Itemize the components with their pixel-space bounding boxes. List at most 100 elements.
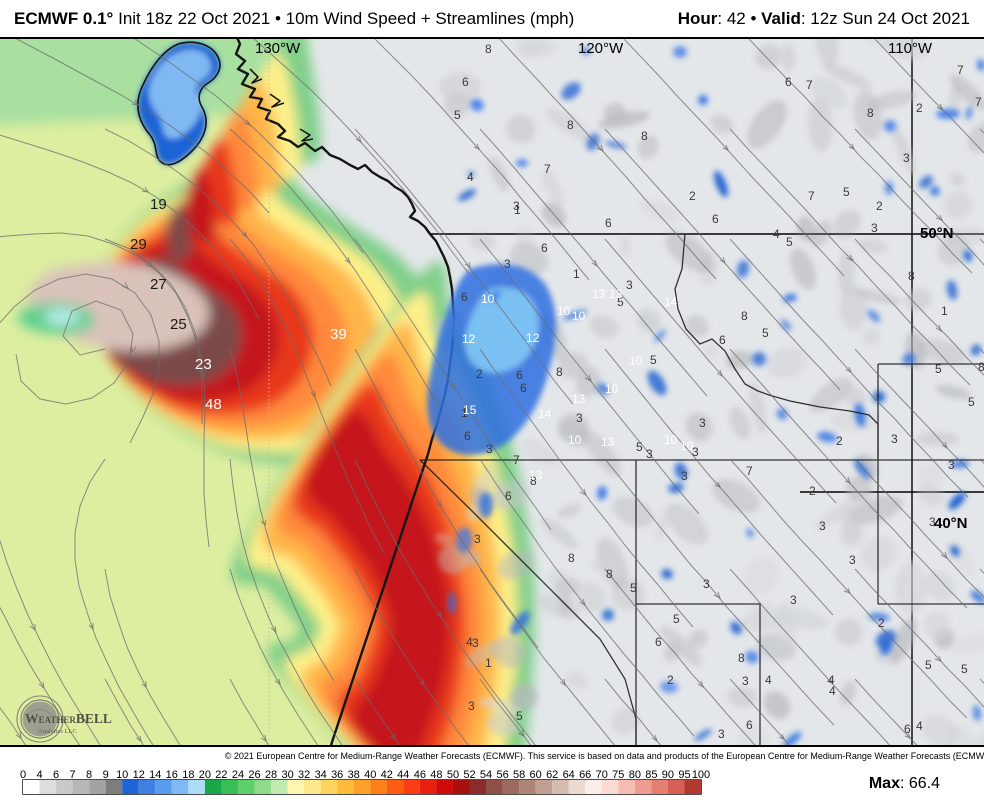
svg-text:5: 5 bbox=[961, 662, 968, 676]
svg-text:Max: 66.4: Max: 66.4 bbox=[869, 775, 940, 792]
svg-text:56: 56 bbox=[496, 769, 508, 781]
svg-text:58: 58 bbox=[513, 769, 525, 781]
svg-text:3: 3 bbox=[742, 674, 749, 688]
svg-text:13: 13 bbox=[529, 468, 543, 482]
svg-text:38: 38 bbox=[348, 769, 360, 781]
svg-text:9: 9 bbox=[103, 769, 109, 781]
svg-text:8: 8 bbox=[908, 269, 915, 283]
svg-text:3: 3 bbox=[849, 553, 856, 567]
svg-text:13: 13 bbox=[601, 435, 615, 449]
svg-text:8: 8 bbox=[485, 42, 492, 56]
svg-text:8: 8 bbox=[556, 365, 563, 379]
svg-text:54: 54 bbox=[480, 769, 492, 781]
svg-text:2: 2 bbox=[476, 367, 483, 381]
svg-text:1: 1 bbox=[485, 656, 492, 670]
svg-text:8: 8 bbox=[741, 309, 748, 323]
svg-text:7: 7 bbox=[70, 769, 76, 781]
svg-text:28: 28 bbox=[265, 769, 277, 781]
svg-text:3: 3 bbox=[948, 458, 955, 472]
svg-text:14: 14 bbox=[664, 295, 678, 309]
svg-text:27: 27 bbox=[150, 276, 167, 293]
svg-text:22: 22 bbox=[215, 769, 227, 781]
svg-text:80: 80 bbox=[629, 769, 641, 781]
svg-text:10: 10 bbox=[481, 292, 495, 306]
svg-text:10: 10 bbox=[605, 382, 619, 396]
svg-text:8: 8 bbox=[738, 651, 745, 665]
svg-text:5: 5 bbox=[630, 581, 637, 595]
svg-text:3: 3 bbox=[681, 469, 688, 483]
svg-text:6: 6 bbox=[464, 429, 471, 443]
svg-text:6: 6 bbox=[746, 718, 753, 732]
svg-text:4: 4 bbox=[36, 769, 42, 781]
svg-text:85: 85 bbox=[645, 769, 657, 781]
svg-text:7: 7 bbox=[544, 162, 551, 176]
svg-text:5: 5 bbox=[673, 612, 680, 626]
svg-text:4: 4 bbox=[773, 227, 780, 241]
svg-text:8: 8 bbox=[978, 360, 984, 374]
svg-text:12: 12 bbox=[526, 331, 540, 345]
svg-text:14: 14 bbox=[149, 769, 161, 781]
svg-text:18: 18 bbox=[182, 769, 194, 781]
svg-text:2: 2 bbox=[876, 199, 883, 213]
svg-text:3: 3 bbox=[646, 447, 653, 461]
svg-text:1: 1 bbox=[941, 304, 948, 318]
svg-text:0: 0 bbox=[20, 769, 26, 781]
svg-text:12: 12 bbox=[462, 332, 476, 346]
svg-text:6: 6 bbox=[904, 722, 911, 736]
svg-text:7: 7 bbox=[808, 189, 815, 203]
svg-text:100: 100 bbox=[692, 769, 710, 781]
svg-text:39: 39 bbox=[330, 326, 347, 343]
svg-text:4: 4 bbox=[829, 684, 836, 698]
svg-text:3: 3 bbox=[474, 532, 481, 546]
svg-text:6: 6 bbox=[719, 333, 726, 347]
svg-text:6: 6 bbox=[505, 489, 512, 503]
svg-text:3: 3 bbox=[626, 278, 633, 292]
svg-text:8: 8 bbox=[567, 118, 574, 132]
svg-text:8: 8 bbox=[568, 551, 575, 565]
svg-text:8: 8 bbox=[606, 567, 613, 581]
svg-text:5: 5 bbox=[762, 326, 769, 340]
svg-text:6: 6 bbox=[461, 290, 468, 304]
svg-text:66: 66 bbox=[579, 769, 591, 781]
svg-text:3: 3 bbox=[903, 151, 910, 165]
svg-text:40: 40 bbox=[364, 769, 376, 781]
svg-text:40°N: 40°N bbox=[934, 515, 968, 532]
svg-text:26: 26 bbox=[248, 769, 260, 781]
svg-text:8: 8 bbox=[86, 769, 92, 781]
svg-text:64: 64 bbox=[563, 769, 575, 781]
svg-text:3: 3 bbox=[504, 257, 511, 271]
svg-text:5: 5 bbox=[516, 709, 523, 723]
svg-text:44: 44 bbox=[397, 769, 409, 781]
svg-text:3: 3 bbox=[703, 577, 710, 591]
svg-text:13: 13 bbox=[572, 392, 586, 406]
svg-text:7: 7 bbox=[513, 453, 520, 467]
svg-text:32: 32 bbox=[298, 769, 310, 781]
svg-text:13: 13 bbox=[592, 287, 606, 301]
svg-text:8: 8 bbox=[641, 129, 648, 143]
svg-text:15: 15 bbox=[463, 403, 477, 417]
svg-text:2: 2 bbox=[836, 434, 843, 448]
svg-text:3: 3 bbox=[871, 221, 878, 235]
svg-text:7: 7 bbox=[957, 63, 964, 77]
svg-text:4: 4 bbox=[467, 170, 474, 184]
svg-text:5: 5 bbox=[650, 353, 657, 367]
svg-text:3: 3 bbox=[486, 442, 493, 456]
svg-text:52: 52 bbox=[463, 769, 475, 781]
svg-text:10: 10 bbox=[629, 354, 643, 368]
svg-text:130°W: 130°W bbox=[255, 40, 301, 57]
svg-text:6: 6 bbox=[605, 216, 612, 230]
svg-text:3: 3 bbox=[718, 727, 725, 741]
svg-text:34: 34 bbox=[315, 769, 327, 781]
svg-text:48: 48 bbox=[430, 769, 442, 781]
svg-text:20: 20 bbox=[199, 769, 211, 781]
svg-text:30: 30 bbox=[281, 769, 293, 781]
svg-text:10: 10 bbox=[568, 433, 582, 447]
svg-text:50: 50 bbox=[447, 769, 459, 781]
svg-text:4: 4 bbox=[916, 719, 923, 733]
svg-text:3: 3 bbox=[472, 636, 479, 650]
svg-text:10: 10 bbox=[572, 309, 586, 323]
svg-text:2: 2 bbox=[809, 484, 816, 498]
svg-text:2: 2 bbox=[667, 673, 674, 687]
svg-text:3: 3 bbox=[891, 432, 898, 446]
svg-text:13: 13 bbox=[609, 287, 623, 301]
